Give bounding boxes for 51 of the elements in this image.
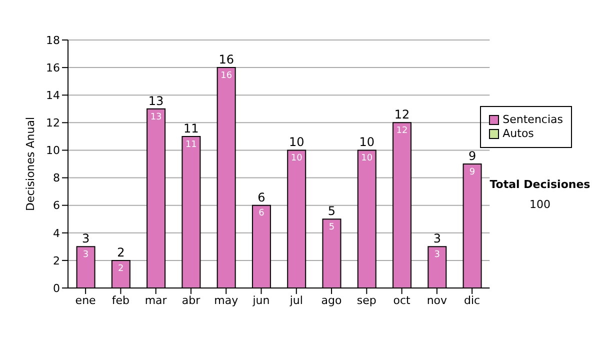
y-tick-label: 8 [53,172,60,185]
x-tick-label: oct [393,294,412,307]
legend-label: Sentencias [502,113,563,127]
data-label: 13 [150,112,162,122]
total-label: 6 [258,190,266,204]
y-tick-label: 10 [46,144,60,158]
x-tick-label: ene [75,294,96,307]
x-tick-label: feb [112,294,130,307]
total-label: 10 [288,135,304,150]
total-label: 12 [394,108,410,122]
y-tick-label: 0 [53,282,60,295]
text: 100 [528,198,552,211]
y-tick-label: 14 [46,89,60,102]
total-label: 3 [82,232,90,246]
y-axis-title: Decisiones Anual [24,116,37,212]
y-tick-label: 4 [53,226,60,240]
data-label: 5 [328,222,335,232]
total-label: 9 [468,149,476,163]
total-label: 2 [117,245,125,260]
x-tick-label: dic [464,294,480,307]
data-label: 16 [220,70,232,81]
total-label: 11 [184,121,199,136]
x-tick-label: abr [182,294,201,307]
legend-label: Autos [502,127,534,141]
total-label: 5 [328,204,336,218]
y-tick-label: 6 [53,199,60,212]
x-tick-label: sep [356,294,376,307]
data-label: 3 [82,250,89,260]
y-tick-label: 18 [46,34,60,47]
x-tick-label: may [214,294,239,307]
data-label: 12 [396,126,408,136]
total-label: 16 [218,52,234,67]
total-label: 10 [359,135,375,150]
x-tick-label: ago [321,294,342,307]
data-label: 10 [290,154,303,164]
data-label: 2 [118,264,124,274]
x-tick-label: mar [144,294,168,307]
x-tick-label: nov [426,294,448,307]
total-label: 3 [433,232,441,246]
data-label: 3 [434,250,440,260]
x-tick-label: jun [252,294,270,307]
data-label: 9 [469,167,476,178]
text: Total Decisiones [488,178,592,191]
data-label: 6 [258,208,265,219]
data-label: 10 [361,154,373,164]
total-label: 13 [148,94,164,108]
y-tick-label: 12 [46,116,60,130]
data-label: 11 [185,140,197,150]
y-tick-label: 2 [53,254,60,268]
y-tick-label: 16 [46,61,60,74]
x-tick-label: jul [288,294,303,307]
